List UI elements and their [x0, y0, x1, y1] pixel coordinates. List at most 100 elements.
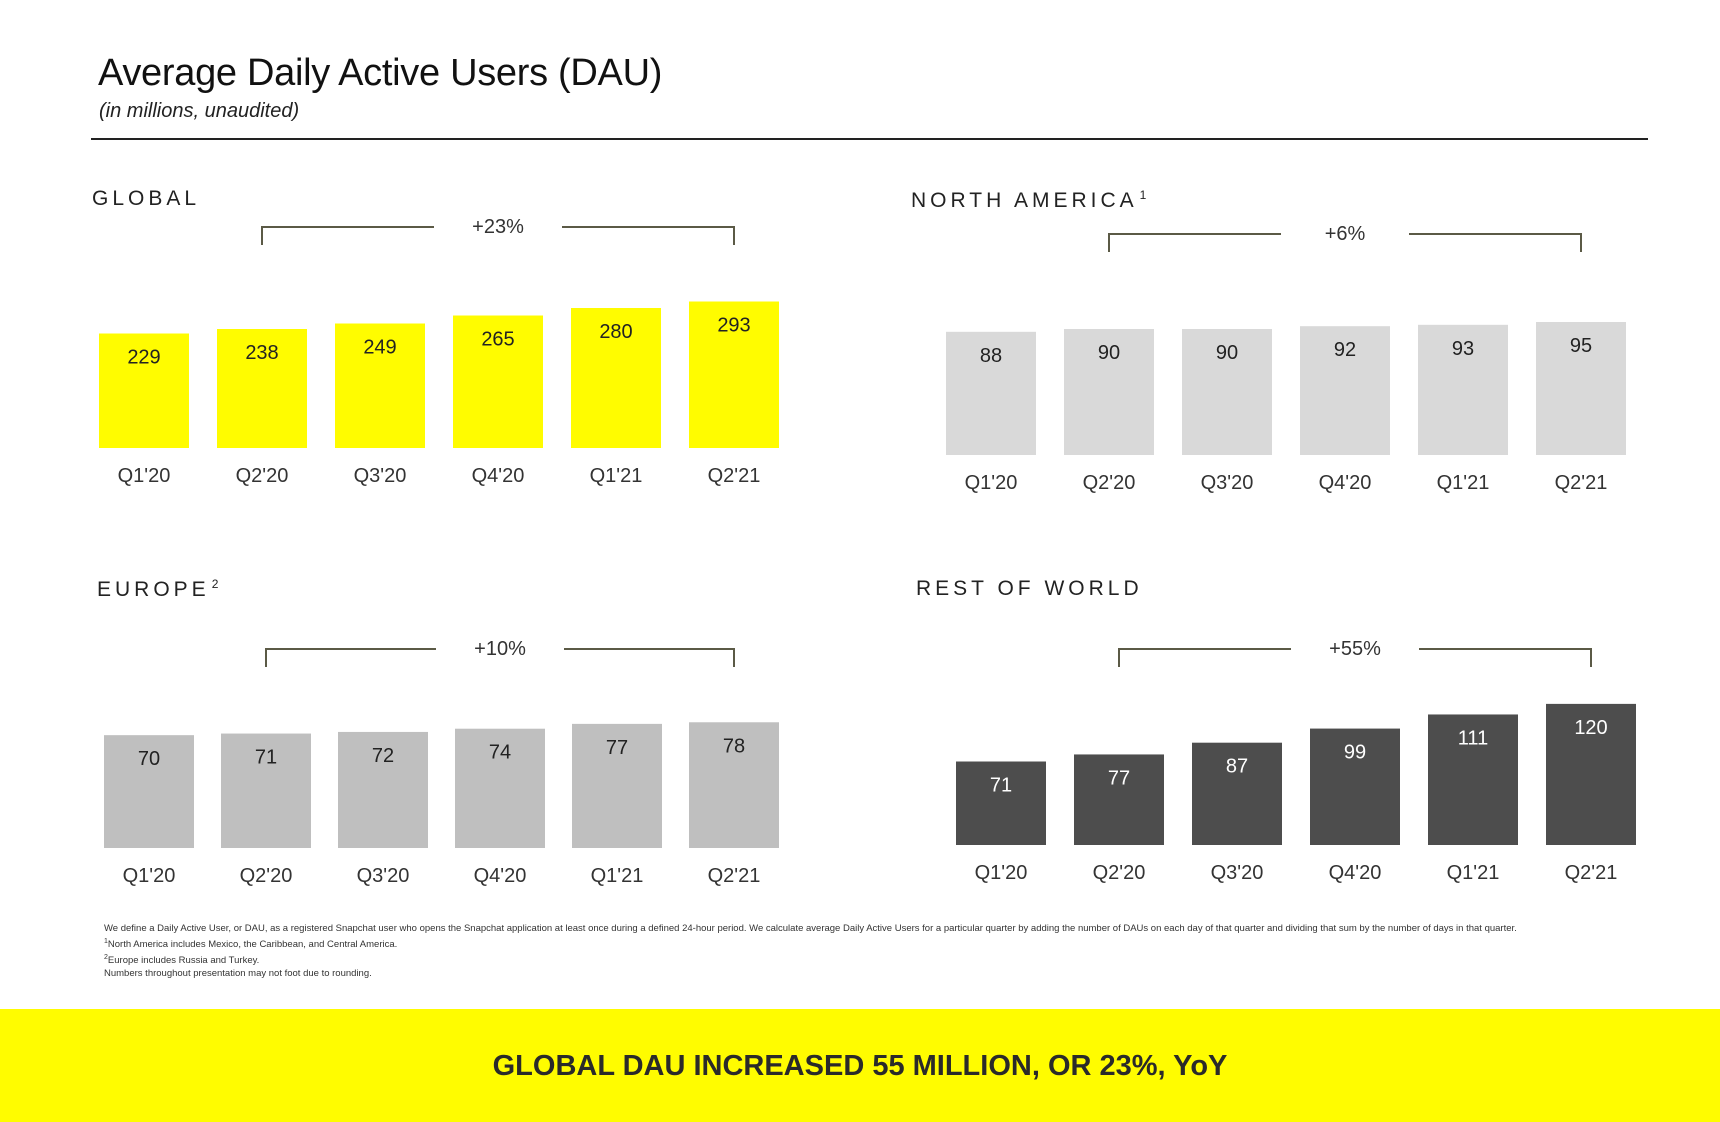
global-value-label-1: 229: [127, 347, 160, 369]
global-category-label-1: Q1'20: [118, 465, 171, 487]
europe-bar-5: [572, 723, 662, 848]
footnote-north-america: 1North America includes Mexico, the Cari…: [104, 935, 1564, 951]
rest-of-world-bracket-right: [1419, 648, 1592, 667]
europe-category-label-3: Q3'20: [357, 865, 410, 887]
panel-title-north-america: NORTH AMERICA 1: [911, 188, 1146, 213]
rest-of-world-bar-2: [1074, 754, 1164, 845]
global-bracket-left: [261, 226, 434, 245]
europe-category-label-5: Q1'21: [591, 865, 644, 887]
europe-value-label-4: 74: [489, 742, 511, 764]
europe-value-label-5: 77: [606, 737, 628, 759]
global-value-label-4: 265: [481, 329, 514, 351]
north-america-bracket-right: [1409, 233, 1582, 252]
footnote-marker-2: 2: [104, 954, 108, 962]
north-america-value-label-2: 90: [1098, 342, 1120, 364]
panel-title-rest-of-world-text: REST OF WORLD: [916, 577, 1143, 600]
rest-of-world-bar-6: [1546, 703, 1636, 845]
north-america-growth-annotation: +6%: [1325, 223, 1366, 245]
north-america-value-label-1: 88: [980, 345, 1002, 367]
global-category-label-3: Q3'20: [354, 465, 407, 487]
north-america-category-label-3: Q3'20: [1201, 472, 1254, 494]
north-america-category-label-4: Q4'20: [1319, 472, 1372, 494]
global-bar-6: [689, 301, 779, 448]
north-america-bar-5: [1418, 324, 1508, 455]
north-america-category-label-5: Q1'21: [1437, 472, 1490, 494]
europe-value-label-3: 72: [372, 745, 394, 767]
north-america-bar-3: [1182, 329, 1272, 455]
north-america-bar-4: [1300, 326, 1390, 455]
footnote-rounding: Numbers throughout presentation may not …: [104, 968, 372, 980]
bottom-banner: [0, 1009, 1720, 1122]
global-value-label-6: 293: [717, 315, 750, 337]
rest-of-world-value-label-6: 120: [1574, 717, 1607, 739]
europe-bar-3: [338, 731, 428, 848]
rest-of-world-category-label-6: Q2'21: [1565, 862, 1618, 884]
panel-title-global: GLOBAL: [92, 187, 200, 211]
panel-title-europe-footnote-marker: 2: [211, 577, 219, 591]
north-america-value-label-5: 93: [1452, 338, 1474, 360]
panel-title-europe: EUROPE 2: [97, 577, 218, 602]
footnote-europe-text: Europe includes Russia and Turkey.: [107, 955, 260, 967]
rest-of-world-bracket-left: [1118, 648, 1291, 667]
europe-bracket-left: [265, 648, 436, 667]
north-america-value-label-3: 90: [1216, 342, 1238, 364]
north-america-category-label-1: Q1'20: [965, 472, 1018, 494]
europe-value-label-1: 70: [138, 748, 160, 770]
global-bar-1: [99, 333, 189, 448]
page-title: Average Daily Active Users (DAU): [98, 52, 663, 94]
panel-title-rest-of-world: REST OF WORLD: [916, 577, 1143, 601]
north-america-bar-1: [946, 331, 1036, 455]
north-america-bar-6: [1536, 322, 1626, 455]
title-divider: [91, 138, 1648, 140]
rest-of-world-bar-4: [1310, 728, 1400, 845]
north-america-category-label-6: Q2'21: [1555, 472, 1608, 494]
banner-text: GLOBAL DAU INCREASED 55 MILLION, OR 23%,…: [492, 1050, 1228, 1082]
panel-title-global-text: GLOBAL: [92, 187, 201, 210]
global-value-label-3: 249: [363, 337, 396, 359]
rest-of-world-bar-3: [1192, 742, 1282, 845]
north-america-value-label-6: 95: [1570, 335, 1592, 357]
footnote-europe: 2Europe includes Russia and Turkey.: [104, 951, 1564, 967]
europe-category-label-2: Q2'20: [240, 865, 293, 887]
global-category-label-4: Q4'20: [472, 465, 525, 487]
europe-bar-6: [689, 722, 779, 848]
rest-of-world-category-label-1: Q1'20: [975, 862, 1028, 884]
europe-category-label-4: Q4'20: [474, 865, 527, 887]
panel-title-north-america-footnote-marker: 1: [1139, 188, 1147, 202]
europe-bar-1: [104, 735, 194, 848]
global-bar-3: [335, 323, 425, 448]
rest-of-world-value-label-3: 87: [1226, 756, 1248, 778]
europe-value-label-2: 71: [255, 747, 277, 769]
global-category-label-2: Q2'20: [236, 465, 289, 487]
rest-of-world-bar-1: [956, 761, 1046, 845]
panel-title-europe-text: EUROPE: [97, 578, 210, 601]
north-america-bar-2: [1064, 329, 1154, 455]
footnotes: We define a Daily Active User, or DAU, a…: [104, 922, 1564, 980]
global-growth-annotation: +23%: [472, 216, 524, 238]
global-value-label-2: 238: [245, 342, 278, 364]
global-bar-5: [571, 308, 661, 448]
rest-of-world-category-label-3: Q3'20: [1211, 862, 1264, 884]
rest-of-world-bar-5: [1428, 714, 1518, 845]
global-bar-2: [217, 329, 307, 448]
page-subtitle: (in millions, unaudited): [99, 100, 300, 122]
rest-of-world-category-label-2: Q2'20: [1093, 862, 1146, 884]
europe-growth-annotation: +10%: [474, 638, 526, 660]
europe-category-label-1: Q1'20: [123, 865, 176, 887]
rest-of-world-value-label-1: 71: [990, 775, 1012, 797]
rest-of-world-category-label-4: Q4'20: [1329, 862, 1382, 884]
footnote-north-america-text: North America includes Mexico, the Carib…: [107, 939, 398, 951]
north-america-value-label-4: 92: [1334, 339, 1356, 361]
panel-title-north-america-text: NORTH AMERICA: [911, 189, 1138, 212]
north-america-bracket-left: [1108, 233, 1281, 252]
europe-bracket-right: [564, 648, 735, 667]
rest-of-world-growth-annotation: +55%: [1329, 638, 1381, 660]
north-america-category-label-2: Q2'20: [1083, 472, 1136, 494]
footnote-marker-1: 1: [104, 938, 108, 945]
europe-category-label-6: Q2'21: [708, 865, 761, 887]
europe-bar-2: [221, 733, 311, 848]
global-bar-4: [453, 315, 543, 448]
global-value-label-5: 280: [599, 321, 632, 343]
rest-of-world-category-label-5: Q1'21: [1447, 862, 1500, 884]
